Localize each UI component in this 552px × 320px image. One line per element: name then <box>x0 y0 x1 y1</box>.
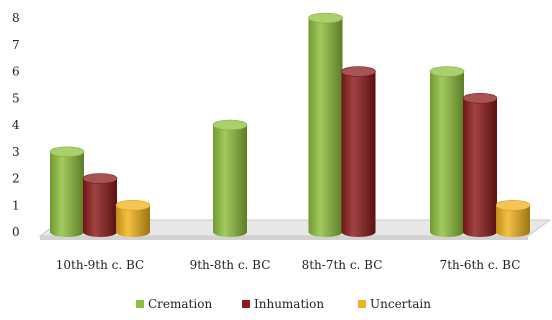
x-tick-label: 7th-6th c. BC <box>440 258 521 272</box>
bar <box>429 66 465 237</box>
y-tick-label: 0 <box>12 225 20 239</box>
y-tick-label: 2 <box>12 172 20 186</box>
y-tick-label: 1 <box>12 198 20 212</box>
bar <box>462 92 498 237</box>
bar <box>341 66 376 237</box>
y-tick-label: 3 <box>12 145 20 159</box>
bar <box>308 12 343 237</box>
bar <box>212 119 248 237</box>
legend-label: Cremation <box>148 297 212 311</box>
legend-label: Uncertain <box>370 297 431 311</box>
y-axis: 0 1 2 3 4 5 6 7 8 <box>12 11 20 239</box>
legend-swatch <box>358 300 366 308</box>
x-tick-label: 9th-8th c. BC <box>190 258 271 272</box>
legend-label: Inhumation <box>254 297 324 311</box>
legend: Cremation Inhumation Uncertain <box>136 297 431 311</box>
bar <box>115 199 151 237</box>
y-tick-label: 5 <box>12 91 20 105</box>
bar <box>82 173 118 237</box>
chart-floor <box>38 219 552 240</box>
bar <box>49 146 85 237</box>
bar <box>495 199 531 237</box>
legend-item: Inhumation <box>242 297 324 311</box>
bars <box>49 12 531 237</box>
legend-swatch <box>136 300 144 308</box>
x-tick-label: 10th-9th c. BC <box>56 258 144 272</box>
x-axis-labels: 10th-9th c. BC 9th-8th c. BC 8th-7th c. BC… <box>56 258 521 272</box>
legend-item: Uncertain <box>358 297 431 311</box>
legend-item: Cremation <box>136 297 212 311</box>
y-tick-label: 4 <box>12 118 20 132</box>
legend-swatch <box>242 300 250 308</box>
x-tick-label: 8th-7th c. BC <box>302 258 383 272</box>
y-tick-label: 6 <box>12 65 20 79</box>
floor-edge <box>40 236 528 240</box>
y-tick-label: 7 <box>12 38 20 52</box>
y-tick-label: 8 <box>12 11 20 25</box>
